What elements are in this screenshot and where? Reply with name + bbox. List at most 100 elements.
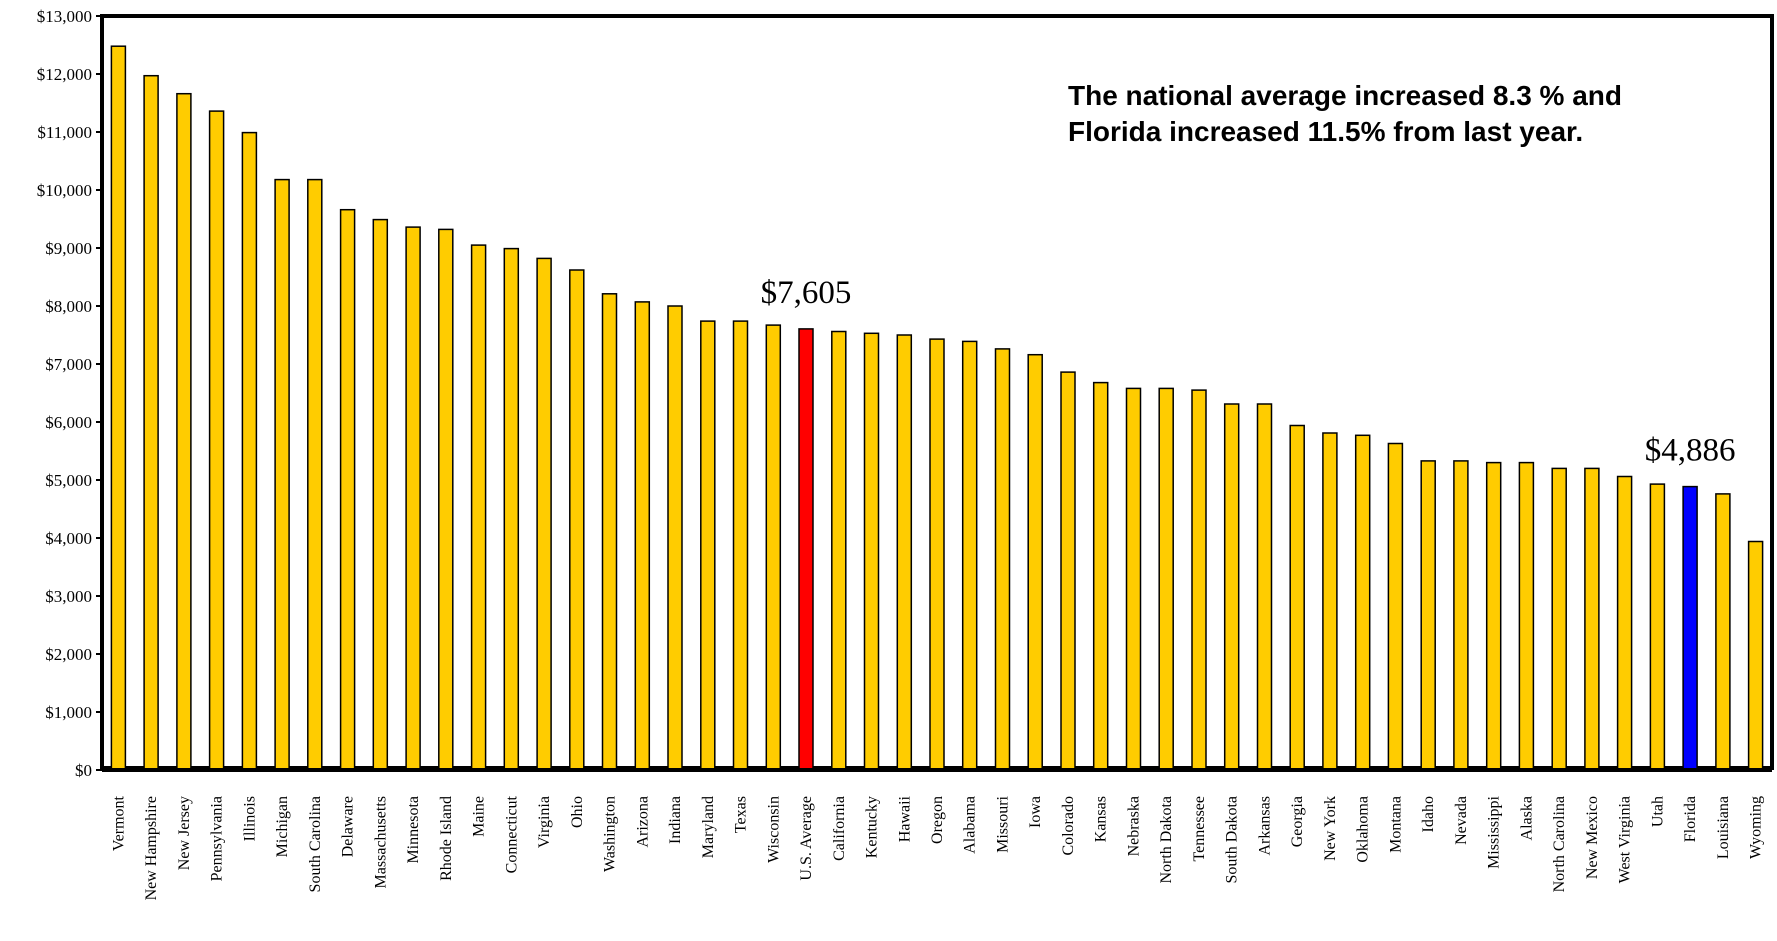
y-tick-label: $5,000 xyxy=(45,471,92,490)
bar xyxy=(1518,461,1535,771)
x-tick-label: Indiana xyxy=(667,796,684,844)
x-tick-label: Mississippi xyxy=(1486,795,1503,868)
x-tick-label: Utah xyxy=(1649,796,1666,827)
bar xyxy=(143,74,159,771)
x-tick-label: West Virginia xyxy=(1617,796,1634,883)
bar xyxy=(405,226,421,771)
bars xyxy=(102,45,1772,772)
bar xyxy=(1125,387,1142,771)
data-label: $4,886 xyxy=(1645,433,1736,469)
x-tick-label: Delaware xyxy=(340,796,357,857)
y-tick-label: $12,000 xyxy=(37,65,92,84)
bar xyxy=(176,92,192,771)
x-tick-label: Pennsylvania xyxy=(209,796,226,881)
bar xyxy=(863,332,880,771)
bar xyxy=(1322,432,1338,771)
x-tick-label: Missouri xyxy=(994,795,1011,852)
x-tick-label: New York xyxy=(1322,796,1339,861)
y-tick-label: $4,000 xyxy=(45,529,92,548)
bar xyxy=(700,320,716,771)
bar xyxy=(339,208,356,771)
y-tick-label: $6,000 xyxy=(45,413,92,432)
x-tick-label: Arizona xyxy=(634,796,651,848)
x-tick-label: Massachusetts xyxy=(372,796,389,888)
x-tick-label: New Mexico xyxy=(1584,796,1601,879)
x-tick-label: Nebraska xyxy=(1125,796,1142,856)
bar xyxy=(241,131,258,771)
x-tick-label: Maryland xyxy=(700,796,717,858)
x-tick-label: Alaska xyxy=(1518,796,1535,840)
bar xyxy=(798,328,814,771)
bar xyxy=(110,45,127,771)
bar xyxy=(765,324,782,771)
x-tick-label: Iowa xyxy=(1027,796,1044,828)
bar xyxy=(307,178,323,771)
x-tick-label: Maine xyxy=(471,796,488,837)
x-tick-label: Ohio xyxy=(569,796,586,828)
bar xyxy=(1649,483,1666,771)
x-tick-label: New Jersey xyxy=(176,796,193,870)
y-tick-label: $9,000 xyxy=(45,239,92,258)
x-tick-label: New Hampshire xyxy=(143,796,160,900)
x-tick-label: California xyxy=(831,796,848,861)
x-tick-label: Hawaii xyxy=(896,795,913,842)
y-tick-label: $7,000 xyxy=(45,355,92,374)
bar xyxy=(994,348,1011,771)
bar xyxy=(1092,381,1109,771)
y-tick-label: $3,000 xyxy=(45,587,92,606)
bar xyxy=(667,305,683,771)
bar xyxy=(1682,485,1698,771)
x-tick-label: Virginia xyxy=(536,796,553,848)
y-axis: $0 $1,000 $2,000 $3,000 $4,000 $5,000 $6,000 $7… xyxy=(37,7,102,780)
bar xyxy=(831,330,847,771)
y-tick-label: $13,000 xyxy=(37,7,92,26)
bar xyxy=(208,110,225,771)
x-tick-label: Wisconsin xyxy=(765,796,782,863)
y-tick-label: $1,000 xyxy=(45,703,92,722)
bar xyxy=(1027,353,1043,771)
x-tick-label: Louisiana xyxy=(1715,796,1732,859)
x-tick-label: Washington xyxy=(602,796,619,872)
bar xyxy=(1354,434,1371,771)
x-tick-label: Vermont xyxy=(110,795,127,851)
bar xyxy=(929,338,945,771)
x-tick-label: Alabama xyxy=(962,796,979,854)
bar xyxy=(1289,424,1305,771)
x-tick-label: Nevada xyxy=(1453,796,1470,845)
x-tick-label: Kentucky xyxy=(864,796,881,858)
x-tick-label: Georgia xyxy=(1289,796,1306,847)
x-axis: Vermont New Hampshire New Jersey Pennsylvan… xyxy=(110,795,1764,900)
x-tick-label: Arkansas xyxy=(1256,796,1273,856)
x-tick-label: Texas xyxy=(733,796,750,833)
bar xyxy=(1616,475,1633,771)
bar xyxy=(1485,461,1502,771)
bar xyxy=(470,244,487,771)
x-tick-label: Michigan xyxy=(274,796,291,857)
y-tick-label: $8,000 xyxy=(45,297,92,316)
bar xyxy=(274,178,290,771)
x-tick-label: Oregon xyxy=(929,796,946,844)
x-tick-label: Illinois xyxy=(241,796,258,841)
x-tick-label: Montana xyxy=(1387,796,1404,853)
x-tick-label: Tennessee xyxy=(1191,796,1208,862)
callouts: $7,605 $4,886 xyxy=(761,275,1736,469)
bar xyxy=(569,269,585,771)
bar xyxy=(634,301,651,771)
chart-annotation: The national average increased 8.3 % and… xyxy=(1068,80,1622,147)
bar xyxy=(503,247,520,771)
x-tick-label: South Dakota xyxy=(1224,796,1241,884)
x-tick-label: Minnesota xyxy=(405,796,422,864)
bar xyxy=(961,340,978,771)
x-tick-label: Wyoming xyxy=(1748,796,1765,859)
bar xyxy=(896,334,913,771)
x-tick-label: Kansas xyxy=(1093,796,1110,842)
bar xyxy=(1747,540,1764,771)
bar xyxy=(536,257,552,771)
bar xyxy=(1158,387,1174,771)
bar xyxy=(1715,493,1731,771)
bar xyxy=(601,293,618,771)
bar xyxy=(1223,403,1240,771)
bar xyxy=(1387,442,1404,771)
x-tick-label: South Carolina xyxy=(307,796,324,892)
y-tick-label: $0 xyxy=(75,761,92,780)
